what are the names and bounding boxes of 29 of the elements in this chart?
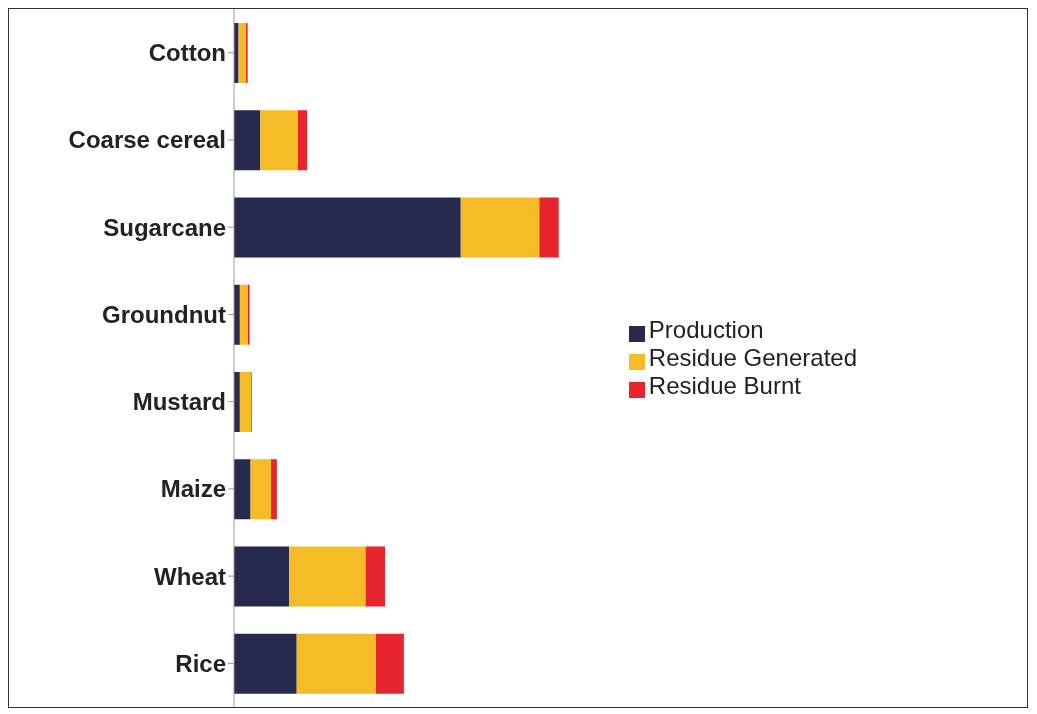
bar: [539, 197, 559, 258]
y-tick-label: Coarse cereal: [68, 126, 226, 154]
legend-label: Residue Burnt: [648, 372, 801, 399]
bar: [250, 459, 272, 520]
bar: [289, 546, 366, 607]
bar: [460, 197, 540, 258]
bar: [298, 110, 308, 171]
bar: [260, 110, 298, 171]
bar: [365, 546, 386, 607]
y-tick-label: Wheat: [154, 562, 227, 590]
bar: [239, 372, 252, 432]
legend-label: Production: [648, 316, 764, 343]
y-tick-label: Mustard: [132, 388, 226, 416]
bar: [234, 546, 290, 607]
y-tick-label: Rice: [175, 649, 226, 677]
bar: [375, 633, 404, 694]
bar: [296, 633, 376, 694]
y-tick-label: Maize: [160, 475, 226, 503]
bar: [238, 23, 247, 83]
y-tick-label: Groundnut: [102, 300, 226, 328]
bar: [234, 197, 461, 258]
bar: [239, 284, 248, 345]
y-tick-label: Cotton: [148, 39, 226, 67]
legend-label: Residue Generated: [648, 344, 857, 371]
bar: [234, 633, 297, 694]
y-tick-label: Sugarcane: [103, 213, 226, 241]
bar: [234, 110, 261, 171]
bar: [234, 459, 251, 520]
bar: [271, 459, 277, 520]
